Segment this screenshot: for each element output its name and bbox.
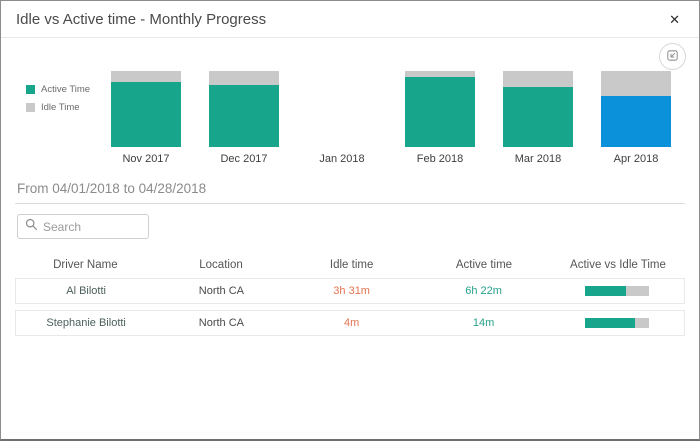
table-body: Al Bilotti North CA 3h 31m 6h 22m Stephanie … — [15, 278, 685, 336]
export-image-icon — [665, 48, 680, 66]
x-axis-label: Dec 2017 — [220, 153, 268, 165]
monthly-progress-chart: Active Time Idle Time Nov 2017 Dec 2017 Ja… — [1, 71, 699, 165]
active-segment — [208, 85, 280, 147]
bar-area — [110, 71, 182, 147]
modal-header: Idle vs Active time - Monthly Progress ✕ — [1, 1, 699, 38]
chart-slot: Dec 2017 — [195, 71, 293, 165]
bar-area — [502, 71, 574, 147]
active-time-cell: 14m — [472, 317, 495, 329]
column-header-location: Location — [199, 259, 243, 271]
x-axis-label: Nov 2017 — [122, 153, 170, 165]
x-axis-label: Apr 2018 — [613, 153, 659, 165]
active-time-cell: 6h 22m — [465, 285, 502, 297]
bar-area — [208, 71, 280, 147]
active-segment — [110, 81, 182, 147]
chart-bar[interactable] — [110, 71, 182, 147]
close-icon[interactable]: ✕ — [665, 9, 684, 30]
idle-segment — [404, 71, 476, 78]
driver-name-cell: Stephanie Bilotti — [46, 317, 126, 329]
idle-time-swatch — [26, 103, 35, 112]
active-progress-fill — [585, 286, 627, 296]
active-time-swatch — [26, 85, 35, 94]
active-segment — [404, 77, 476, 147]
date-range-heading: From 04/01/2018 to 04/28/2018 — [15, 181, 685, 204]
chart-slot: Apr 2018 — [587, 71, 685, 165]
active-idle-progress-bar — [585, 318, 650, 328]
x-axis-label: Jan 2018 — [319, 153, 365, 165]
column-header-active-vs-idle: Active vs Idle Time — [570, 259, 666, 271]
idle-time-cell: 4m — [344, 317, 360, 329]
location-cell: North CA — [198, 285, 245, 297]
bar-area — [600, 71, 672, 147]
chart-slot: Jan 2018 — [293, 71, 391, 165]
chart-bar[interactable] — [208, 71, 280, 147]
active-progress-fill — [585, 318, 636, 328]
chart-legend: Active Time Idle Time — [15, 71, 97, 165]
chart-bar[interactable] — [502, 71, 574, 147]
legend-item-active: Active Time — [26, 84, 97, 95]
location-cell: North CA — [198, 317, 245, 329]
active-vs-idle-cell — [550, 286, 684, 296]
idle-segment — [502, 71, 574, 87]
table-row[interactable]: Stephanie Bilotti North CA 4m 14m — [15, 310, 685, 336]
column-header-driver-name: Driver Name — [53, 259, 118, 271]
chart-bars: Nov 2017 Dec 2017 Jan 2018 Feb 2018 Mar 2018… — [97, 71, 685, 165]
search-icon — [25, 218, 38, 236]
idle-segment — [208, 71, 280, 86]
legend-label: Active Time — [41, 84, 91, 95]
search-box — [17, 214, 149, 239]
driver-name-cell: Al Bilotti — [66, 285, 106, 297]
table-row[interactable]: Al Bilotti North CA 3h 31m 6h 22m — [15, 278, 685, 304]
active-segment — [502, 86, 574, 147]
chart-bar[interactable] — [404, 71, 476, 147]
legend-item-idle: Idle Time — [26, 102, 97, 113]
export-image-button[interactable] — [659, 43, 686, 70]
chart-slot: Nov 2017 — [97, 71, 195, 165]
legend-label: Idle Time — [41, 102, 80, 113]
active-idle-progress-bar — [585, 286, 650, 296]
page-title: Idle vs Active time - Monthly Progress — [16, 10, 267, 28]
active-vs-idle-cell — [550, 318, 684, 328]
search-input[interactable] — [43, 219, 141, 234]
bar-area — [404, 71, 476, 147]
idle-segment — [110, 71, 182, 82]
x-axis-label: Feb 2018 — [416, 153, 464, 165]
chart-slot: Mar 2018 — [489, 71, 587, 165]
active-segment — [600, 96, 672, 147]
column-header-idle-time: Idle time — [329, 259, 374, 271]
bar-area — [307, 71, 378, 147]
idle-segment — [600, 71, 672, 97]
table-header: Driver Name Location Idle time Active ti… — [15, 252, 685, 278]
chart-slot: Feb 2018 — [391, 71, 489, 165]
chart-bar[interactable] — [600, 71, 672, 147]
drivers-table: Driver Name Location Idle time Active ti… — [15, 252, 685, 336]
x-axis-label: Mar 2018 — [514, 153, 562, 165]
idle-time-cell: 3h 31m — [333, 285, 370, 297]
column-header-active-time: Active time — [455, 259, 513, 271]
